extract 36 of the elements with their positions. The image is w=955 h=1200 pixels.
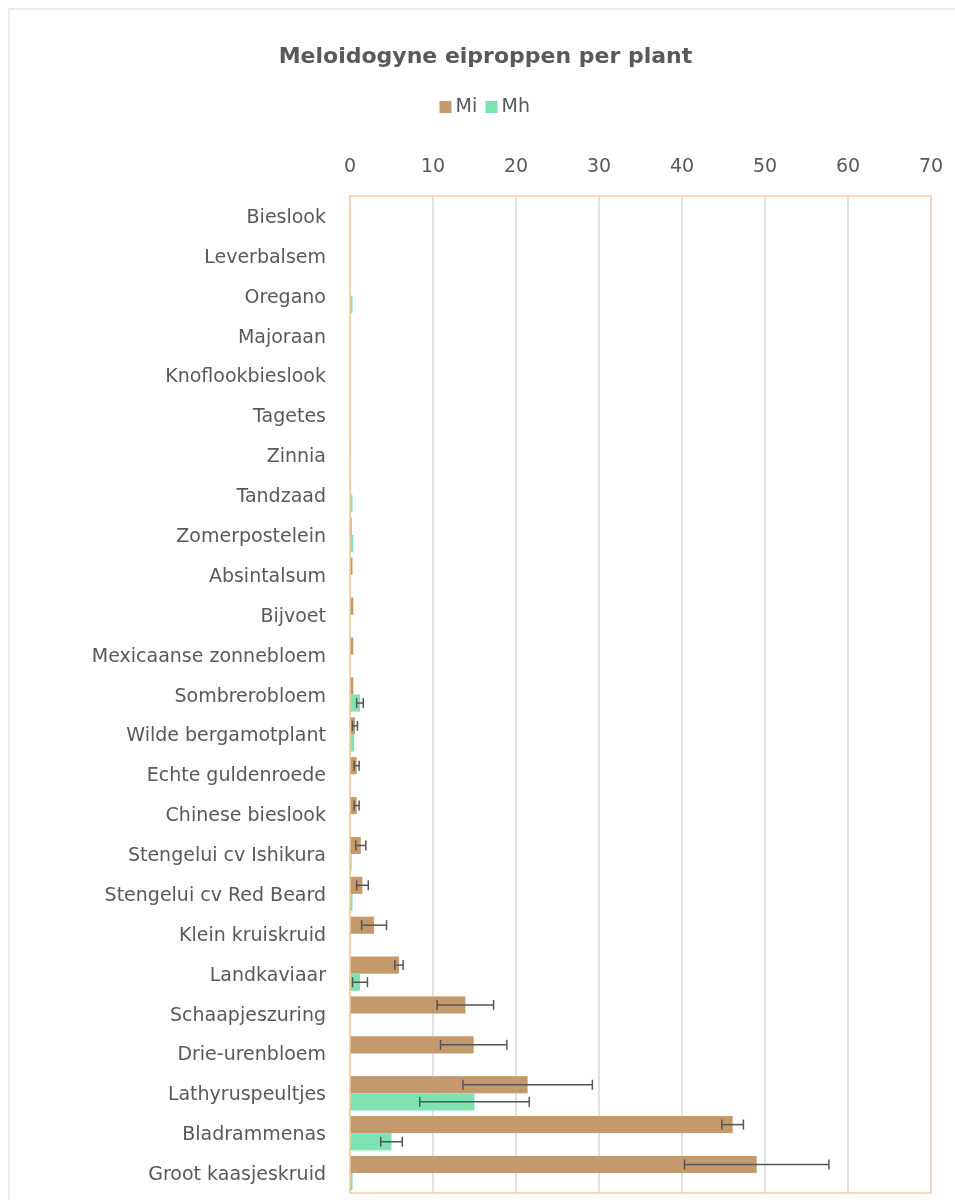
- y-tick-label: Zinnia: [266, 444, 326, 467]
- y-tick-label: Landkaviaar: [209, 962, 327, 985]
- y-tick-label: Klein kruiskruid: [178, 922, 326, 945]
- x-tick-label: 50: [752, 154, 778, 176]
- y-tick-label: Bladrammenas: [182, 1122, 326, 1145]
- y-tick-label: Wilde bergamotplant: [126, 723, 326, 746]
- x-tick-label: 10: [420, 154, 446, 176]
- y-tick-label: Groot kaasjeskruid: [148, 1162, 326, 1185]
- y-tick-label: Sombrerobloem: [174, 683, 326, 706]
- legend-label: Mh: [501, 94, 530, 116]
- x-tick-label: 0: [343, 154, 357, 176]
- y-tick-label: Stengelui cv Ishikura: [127, 843, 326, 866]
- y-tick-label: Knoflookbieslook: [165, 364, 326, 387]
- y-tick-label: Stengelui cv Red Beard: [104, 882, 326, 905]
- y-tick-label: Zomerpostelein: [176, 523, 326, 546]
- x-tick-label: 40: [669, 154, 695, 176]
- x-tick-label: 60: [835, 154, 861, 176]
- chart-title: Meloidogyne eiproppen per plant: [278, 43, 693, 68]
- x-tick-label: 30: [586, 154, 612, 176]
- y-tick-label: Bijvoet: [260, 603, 326, 626]
- y-tick-label: Drie-urenbloem: [177, 1042, 326, 1065]
- y-tick-label: Absintalsum: [208, 563, 326, 586]
- y-tick-label: Mexicaanse zonnebloem: [91, 643, 326, 666]
- y-tick-label: Tagetes: [252, 404, 326, 427]
- legend-label: Mi: [455, 94, 478, 116]
- y-tick-label: Bieslook: [246, 204, 326, 227]
- x-tick-label: 20: [503, 154, 529, 176]
- x-tick-label: 70: [918, 154, 944, 176]
- y-tick-label: Schaapjeszuring: [170, 1002, 326, 1025]
- y-tick-label: Echte guldenroede: [146, 763, 326, 786]
- y-tick-label: Lathyruspeultjes: [167, 1082, 326, 1105]
- y-tick-label: Leverbalsem: [204, 244, 326, 267]
- y-tick-label: Majoraan: [237, 324, 326, 347]
- y-tick-label: Chinese bieslook: [165, 803, 326, 826]
- y-tick-label: Tandzaad: [235, 484, 326, 507]
- y-tick-label: Oregano: [244, 284, 326, 307]
